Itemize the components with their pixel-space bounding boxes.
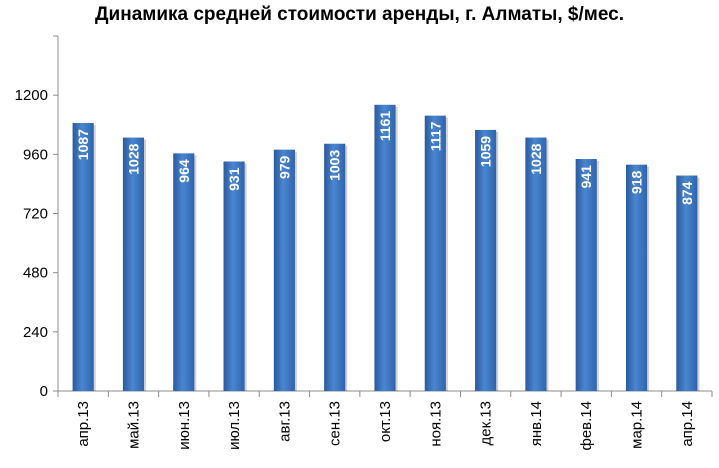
x-tick-label: дек.13 [478,401,495,446]
data-label: 1161 [377,111,393,142]
x-tick-label: сен.13 [327,401,344,446]
bar-апр.13 [72,123,94,392]
bars [72,104,700,392]
x-tick-label: ноя.13 [427,401,444,447]
bar-янв.14 [525,137,547,391]
y-tick-label: 720 [23,206,48,223]
y-axis: 0 240 480 720 960 1200 [15,35,59,400]
bar-июл.13 [223,161,245,391]
bar-мар.14 [625,164,648,391]
x-tick-label: апр.13 [75,401,92,447]
bar-ноя.13 [424,115,446,391]
x-tick-label: апр.14 [679,401,696,447]
x-tick-label: авг.13 [276,401,293,442]
x-tick-label: окт.13 [377,401,394,442]
data-label: 1028 [528,143,544,174]
x-tick-label: мар.14 [629,401,646,449]
data-label: 1003 [327,150,343,181]
bar-авг.13 [273,149,295,391]
data-label: 941 [578,165,594,189]
bar-дек.13 [475,129,497,392]
x-tick-label: июл.13 [226,401,243,450]
data-label: 1059 [478,136,494,167]
x-tick-label: июн.13 [176,401,193,450]
x-tick-label: фев.14 [578,401,595,451]
data-label: 964 [176,159,192,183]
data-label: 918 [629,170,645,194]
bar-фев.14 [575,159,597,391]
bar-сен.13 [324,143,346,391]
data-label: 931 [226,167,242,191]
chart-title: Динамика средней стоимости аренды, г. Ал… [95,4,624,25]
data-label: 1028 [125,143,141,174]
y-tick-label: 1200 [15,87,48,104]
x-tick-label: янв.14 [528,401,545,446]
bar-июн.13 [173,153,195,391]
bar-окт.13 [374,104,396,391]
x-tick-label: май.13 [125,401,142,449]
data-label: 1087 [75,129,91,160]
data-label: 979 [276,155,292,179]
bar-май.13 [122,137,145,391]
data-labels: 1087 1028 964 931 979 1003 1161 1117 1059 1028 941… [75,111,695,205]
y-tick-label: 960 [23,146,48,163]
x-axis: апр.13 май.13 июн.13 июл.13 авг.13 сен.13 окт.… [57,390,713,451]
y-tick-label: 240 [23,324,48,341]
data-label: 1117 [427,121,443,151]
bar-апр.14 [676,175,698,391]
y-tick-label: 0 [40,383,48,400]
y-tick-label: 480 [23,265,48,282]
data-label: 874 [679,181,695,205]
